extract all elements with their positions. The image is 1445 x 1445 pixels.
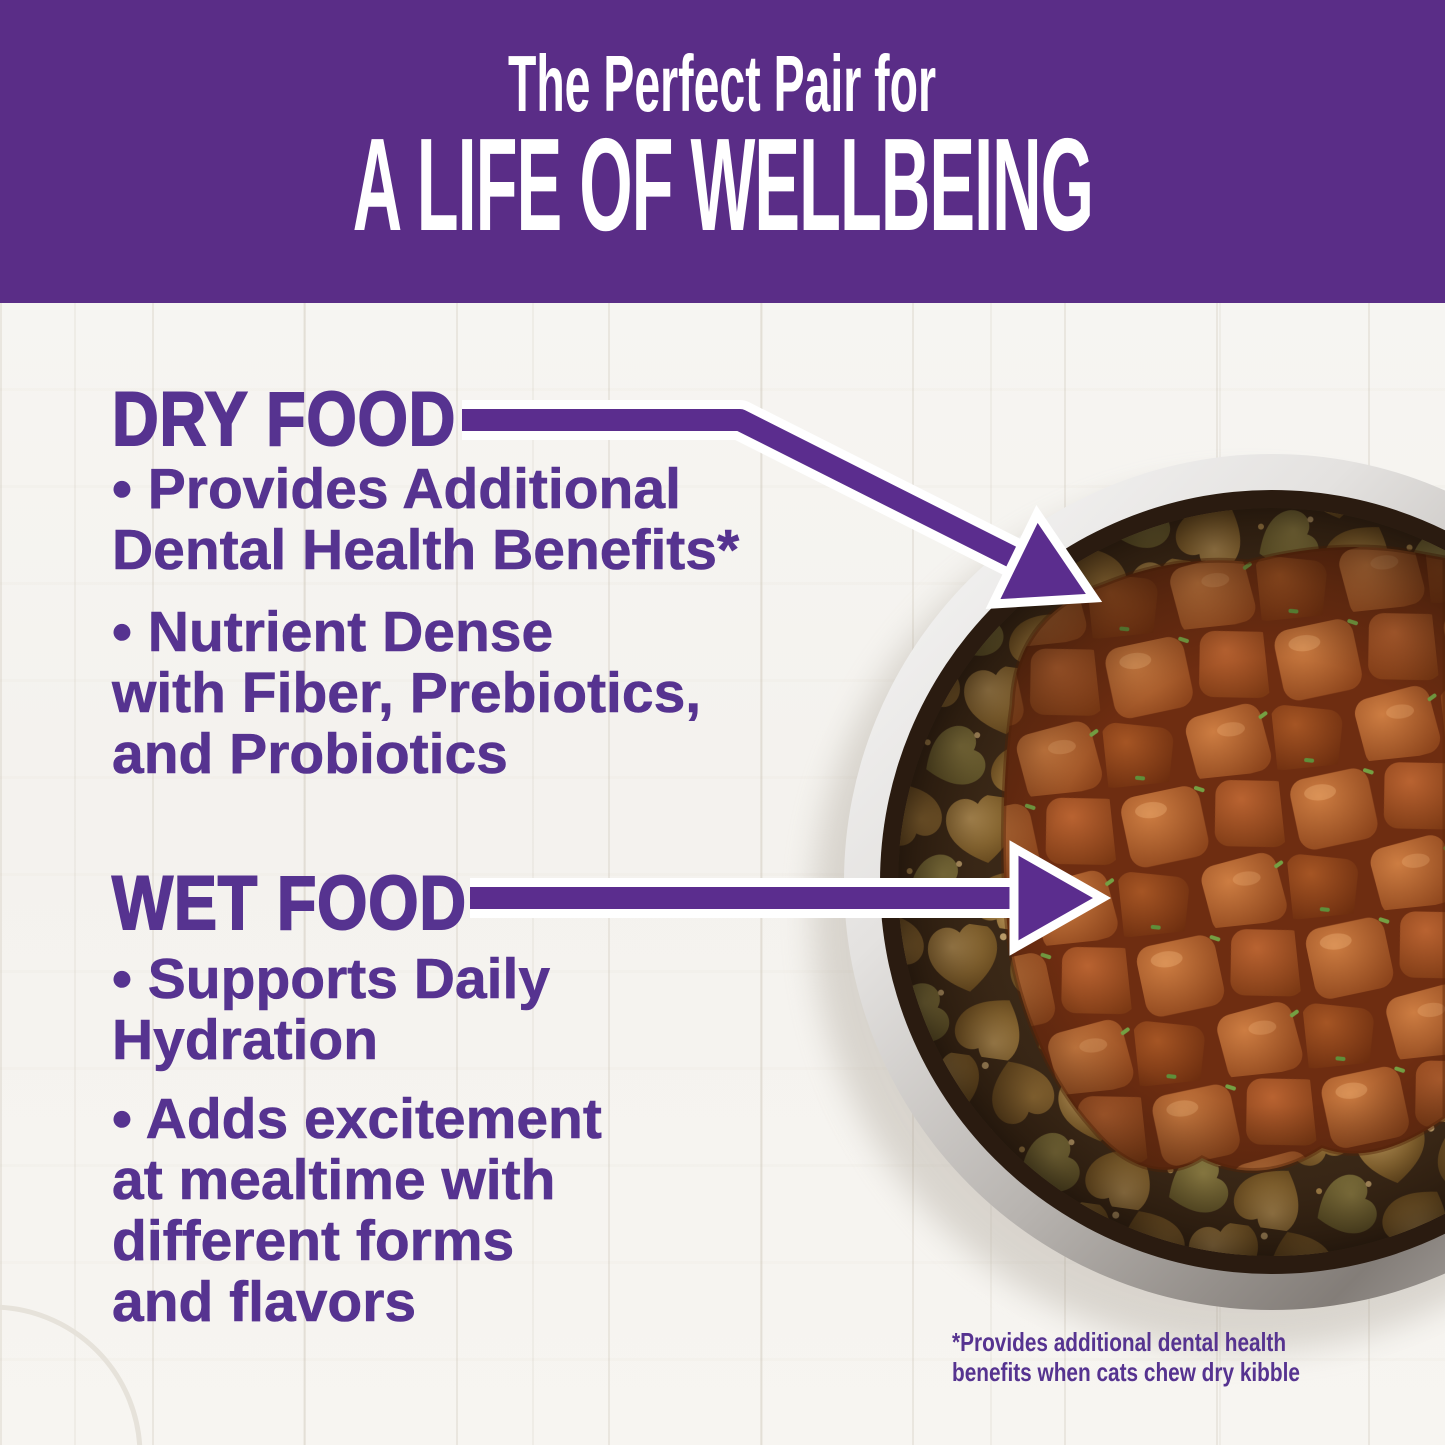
wet-food-heading-text: WET FOOD	[111, 861, 467, 946]
dry-food-bullet-2: • Nutrient Dense with Fiber, Prebiotics,…	[112, 600, 702, 786]
header-title: A LIFE OF WELLBEING	[0, 111, 1445, 258]
bowl-vignette	[898, 508, 1445, 1256]
dry-food-bullet-1: • Provides Additional Dental Health Bene…	[112, 457, 740, 582]
header-title-text: A LIFE OF WELLBEING	[352, 111, 1093, 258]
wet-food-arrow-icon	[470, 840, 1112, 956]
dry-food-heading: DRY FOOD	[111, 377, 517, 462]
header-eyebrow: The Perfect Pair for	[0, 42, 1445, 126]
header-banner: The Perfect Pair for A LIFE OF WELLBEING	[0, 0, 1445, 303]
wet-food-bullet-1: • Supports Daily Hydration	[112, 947, 551, 1072]
wet-food-bullet-2: • Adds excitement at mealtime with diffe…	[112, 1087, 602, 1334]
dry-food-heading-text: DRY FOOD	[111, 377, 457, 462]
dry-food-arrow-icon	[462, 400, 1103, 609]
wet-food-heading: WET FOOD	[111, 861, 530, 946]
header-eyebrow-text: The Perfect Pair for	[508, 39, 937, 128]
footnote: *Provides additional dental health benef…	[952, 1297, 1387, 1387]
footnote-text: *Provides additional dental health benef…	[952, 1327, 1300, 1387]
